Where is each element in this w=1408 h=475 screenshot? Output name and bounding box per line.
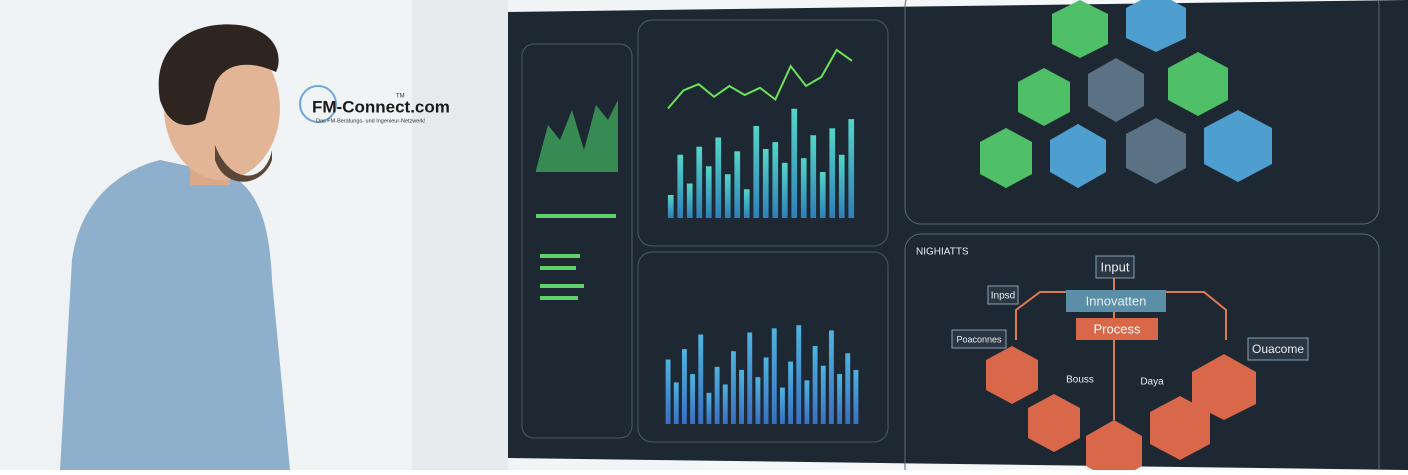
bar xyxy=(696,146,703,218)
flow-title: NIGHIATTS xyxy=(916,247,969,258)
line xyxy=(667,48,853,110)
area-graphic xyxy=(536,100,618,172)
bar xyxy=(788,361,794,424)
bar xyxy=(800,158,807,218)
bar xyxy=(722,384,728,424)
bar xyxy=(690,374,696,424)
bar xyxy=(724,174,731,218)
panel xyxy=(637,19,889,247)
bar xyxy=(796,325,802,424)
bar xyxy=(665,359,671,424)
bar xyxy=(739,369,745,424)
bar xyxy=(755,377,761,424)
panel xyxy=(637,251,889,443)
bar xyxy=(667,195,674,218)
logo-icon xyxy=(299,85,337,123)
flow-label: Inpsd xyxy=(991,291,1015,302)
bar xyxy=(706,392,712,424)
bar xyxy=(762,149,769,218)
flow-label: Innovatten xyxy=(1086,293,1147,308)
person xyxy=(60,24,290,470)
bar xyxy=(730,351,736,424)
flow-shapes xyxy=(951,255,1309,475)
bar xyxy=(820,365,826,424)
flow-label: Process xyxy=(1094,321,1141,336)
bar xyxy=(734,151,741,218)
bar xyxy=(715,137,722,218)
bar xyxy=(838,154,845,218)
flow-label: Input xyxy=(1101,259,1130,274)
bar xyxy=(747,332,753,424)
panel xyxy=(904,0,1380,225)
bar xyxy=(677,154,684,218)
bar xyxy=(705,166,712,218)
bar xyxy=(771,328,777,424)
bar xyxy=(714,366,720,424)
bar xyxy=(845,353,851,424)
screen xyxy=(508,0,1408,470)
bar xyxy=(828,330,834,424)
bar xyxy=(673,382,679,424)
bar xyxy=(698,334,704,424)
flow-label: Bouss xyxy=(1066,375,1094,386)
bar xyxy=(686,183,693,218)
wall-section xyxy=(412,0,508,470)
bar xyxy=(763,357,769,424)
bar xyxy=(781,162,788,218)
bar xyxy=(848,119,855,218)
flow-label: Poaconnes xyxy=(956,334,1002,344)
bar xyxy=(812,346,818,424)
flow-label: Daya xyxy=(1140,377,1164,388)
logo-tagline: Das FM-Beratungs- und Ingenieur-Netzwerk… xyxy=(316,118,426,124)
bar xyxy=(819,172,826,218)
flow-label: Ouacome xyxy=(1252,342,1304,356)
bar xyxy=(810,135,817,218)
bar xyxy=(779,387,785,424)
bar xyxy=(791,108,798,218)
bar xyxy=(837,374,843,424)
bar xyxy=(804,380,810,424)
bar xyxy=(772,142,779,218)
bar xyxy=(753,126,760,218)
bar xyxy=(853,369,859,424)
panel xyxy=(904,233,1380,475)
bar xyxy=(743,189,750,218)
panel xyxy=(521,43,633,439)
bar xyxy=(829,128,836,218)
logo-name: FM-Connect.com xyxy=(312,97,450,116)
network-nodes xyxy=(980,0,1272,188)
progress-bars xyxy=(536,214,616,300)
bar xyxy=(681,349,687,424)
logo-tm: TM xyxy=(396,94,405,100)
